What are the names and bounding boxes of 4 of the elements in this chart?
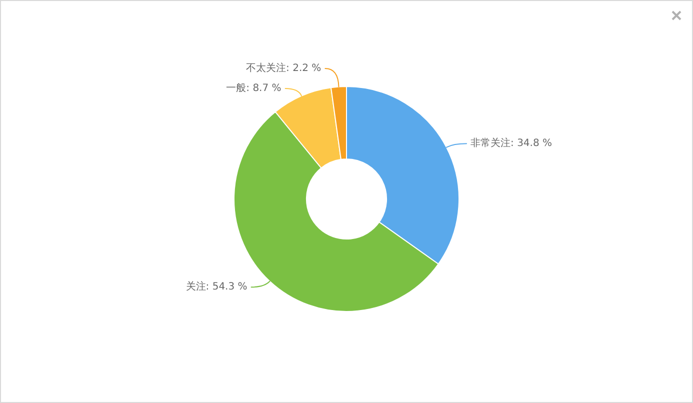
slice-label: 一般: 8.7 %	[226, 83, 282, 94]
slice-label: 非常关注: 34.8 %	[470, 137, 552, 150]
slice-label: 关注: 54.3 %	[186, 280, 248, 293]
slice-label: 不太关注: 2.2 %	[246, 62, 322, 74]
